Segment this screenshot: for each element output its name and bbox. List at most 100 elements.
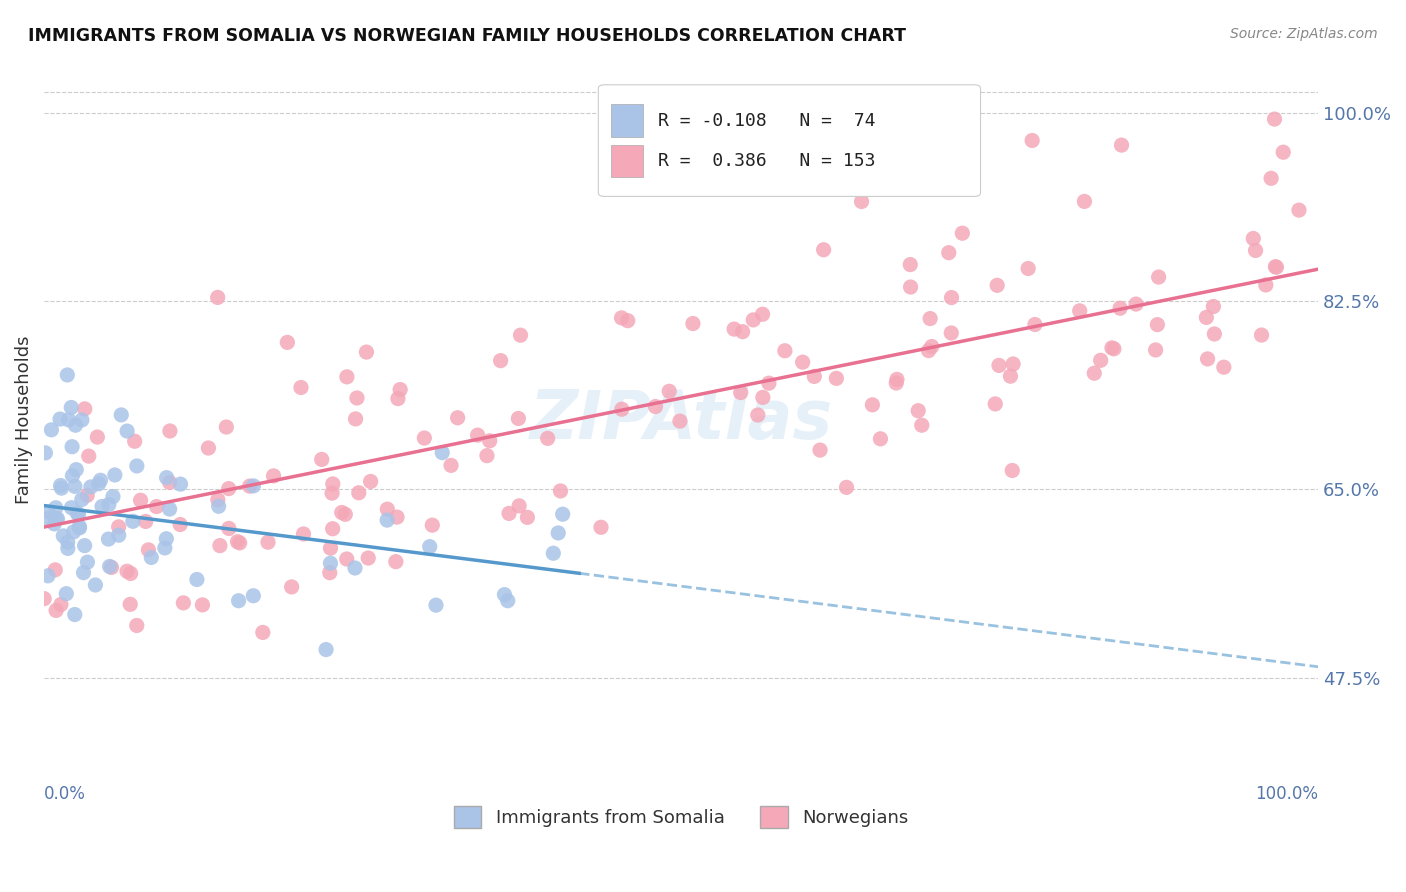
Point [60, 401, 83, 415]
Point [547, 525, 569, 540]
Point [135, 515, 157, 529]
Point [138, 542, 160, 557]
Point [543, 546, 565, 560]
Point [346, 391, 368, 405]
Point [155, 470, 177, 484]
Point [263, 469, 285, 483]
Point [311, 452, 333, 467]
Point [252, 625, 274, 640]
Y-axis label: Family Households: Family Households [15, 335, 32, 504]
Point [69, 521, 91, 535]
Point [851, 194, 873, 209]
Point [72, 566, 94, 580]
Point [87, 476, 110, 491]
Point [322, 522, 344, 536]
Point [110, 408, 132, 422]
Point [242, 479, 264, 493]
Point [344, 412, 367, 426]
Text: ZIPAtlas: ZIPAtlas [530, 386, 832, 452]
Point [124, 434, 146, 449]
Point [104, 467, 127, 482]
Point [751, 307, 773, 321]
Point [1263, 112, 1285, 126]
Point [494, 588, 516, 602]
Point [56, 368, 79, 382]
Point [125, 618, 148, 632]
Point [159, 502, 181, 516]
Text: 100.0%: 100.0% [1256, 785, 1319, 803]
Point [440, 458, 463, 473]
Point [335, 508, 357, 522]
Point [169, 477, 191, 491]
Point [825, 371, 848, 385]
Point [155, 532, 177, 546]
Point [257, 535, 280, 549]
Point [869, 432, 891, 446]
Point [420, 518, 443, 533]
Point [77, 449, 100, 463]
Point [356, 345, 378, 359]
Point [129, 493, 152, 508]
Point [389, 383, 412, 397]
Point [860, 398, 883, 412]
Point [44, 563, 66, 577]
Point [70, 492, 93, 507]
Point [610, 310, 633, 325]
Point [73, 401, 96, 416]
Point [218, 482, 240, 496]
Point [207, 290, 229, 304]
Point [508, 499, 530, 513]
Point [1264, 260, 1286, 274]
Point [228, 593, 250, 607]
Point [65, 463, 87, 477]
Point [73, 539, 96, 553]
Point [1147, 270, 1170, 285]
Point [115, 424, 138, 438]
Point [76, 555, 98, 569]
Point [385, 510, 408, 524]
Point [49, 478, 72, 492]
Point [730, 385, 752, 400]
Point [51, 481, 73, 495]
Point [319, 566, 342, 580]
Point [121, 514, 143, 528]
Point [550, 483, 572, 498]
Point [911, 418, 934, 433]
Point [41, 423, 63, 437]
Point [1197, 351, 1219, 366]
Point [62, 524, 84, 539]
Point [747, 408, 769, 422]
Point [808, 443, 831, 458]
Point [80, 480, 103, 494]
Point [900, 280, 922, 294]
Point [1212, 360, 1234, 375]
Point [1288, 203, 1310, 218]
Point [498, 507, 520, 521]
Point [907, 403, 929, 417]
Point [489, 353, 512, 368]
Point [120, 566, 142, 581]
Point [1083, 366, 1105, 380]
Point [773, 343, 796, 358]
Point [898, 258, 921, 272]
Point [191, 598, 214, 612]
Point [1244, 244, 1267, 258]
Point [65, 418, 87, 433]
Point [1024, 318, 1046, 332]
Point [758, 376, 780, 391]
Point [886, 372, 908, 386]
Point [97, 498, 120, 512]
Point [208, 500, 231, 514]
Point [1101, 341, 1123, 355]
Point [357, 551, 380, 566]
Point [49, 412, 72, 426]
Point [76, 488, 98, 502]
Point [280, 580, 302, 594]
Point [336, 552, 359, 566]
Point [45, 511, 67, 525]
Point [1146, 318, 1168, 332]
Point [319, 556, 342, 570]
Point [32, 591, 55, 606]
Point [1250, 328, 1272, 343]
Point [56, 541, 79, 556]
